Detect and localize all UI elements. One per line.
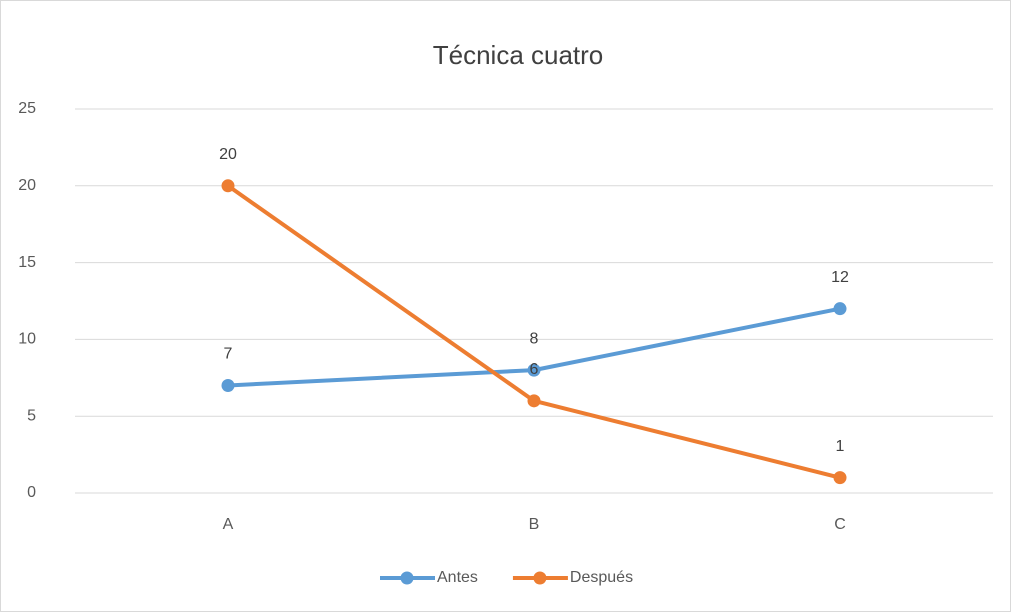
data-label: 7 — [224, 346, 233, 363]
data-label: 12 — [831, 269, 849, 286]
data-label: 20 — [219, 146, 237, 163]
y-tick-label: 5 — [27, 407, 36, 424]
x-tick-label: C — [834, 516, 846, 533]
legend-label: Antes — [437, 569, 478, 586]
x-tick-label: B — [529, 516, 540, 533]
data-label: 1 — [836, 438, 845, 455]
data-point — [833, 471, 847, 485]
y-tick-label: 20 — [18, 177, 36, 194]
legend-marker — [533, 571, 547, 585]
data-label: 6 — [530, 361, 539, 378]
data-label: 8 — [530, 330, 539, 347]
y-tick-label: 0 — [27, 484, 36, 501]
legend-label: Después — [570, 569, 633, 586]
data-point — [221, 179, 235, 193]
legend-marker — [400, 571, 414, 585]
data-point — [527, 394, 541, 408]
chart-title: Técnica cuatro — [433, 40, 604, 70]
y-tick-label: 25 — [18, 100, 36, 117]
x-tick-label: A — [223, 516, 234, 533]
y-tick-label: 15 — [18, 254, 36, 271]
data-point — [527, 363, 541, 377]
data-point — [833, 302, 847, 316]
y-tick-label: 10 — [18, 331, 36, 348]
data-point — [221, 378, 235, 392]
